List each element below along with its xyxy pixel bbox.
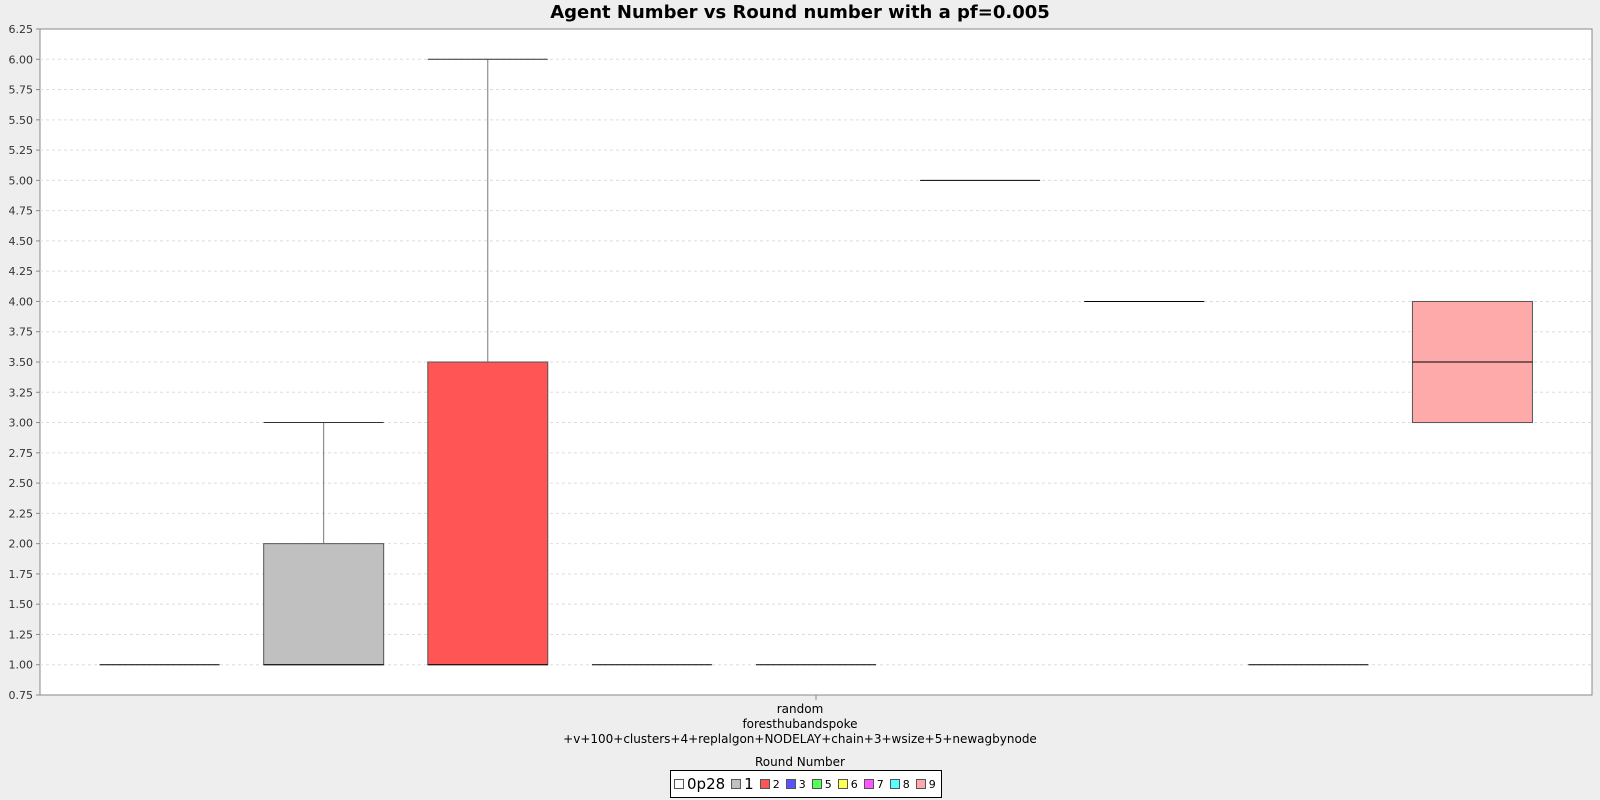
legend-item-9: 9: [915, 777, 936, 791]
legend-swatch: [837, 779, 848, 789]
legend-swatch: [811, 779, 822, 789]
legend-label: 9: [928, 777, 936, 791]
legend-item-2: 2: [759, 777, 780, 791]
legend-swatch: [731, 779, 742, 789]
category-label-line-1: random: [776, 702, 824, 716]
y-tick-label: 6.00: [9, 53, 34, 66]
legend-item-6: 6: [837, 777, 858, 791]
y-tick-label: 1.50: [9, 598, 34, 611]
box-series-1: [263, 422, 385, 666]
y-tick-label: 5.00: [9, 174, 34, 187]
legend-label: 7: [876, 777, 884, 791]
y-tick-label: 5.50: [9, 114, 34, 127]
legend-label: 8: [902, 777, 910, 791]
y-tick-label: 1.75: [9, 568, 34, 581]
legend-label: 2: [772, 777, 780, 791]
y-tick-label: 3.00: [9, 417, 34, 430]
y-tick-label: 4.50: [9, 235, 34, 248]
legend-item-8: 8: [889, 777, 910, 791]
chart-title: Agent Number vs Round number with a pf=0…: [550, 2, 1050, 23]
y-tick-label: 4.25: [9, 265, 34, 278]
legend-label: 5: [824, 777, 832, 791]
legend-item-0p28: 0p28: [674, 775, 725, 793]
box: [263, 543, 385, 666]
y-tick-label: 2.00: [9, 538, 34, 551]
category-label-line-2: foresthubandspoke: [742, 717, 858, 731]
y-tick-label: 4.75: [9, 205, 34, 218]
legend: 0p28 1 2 3 5 6 7 8 9: [670, 770, 942, 798]
y-tick-label: 3.50: [9, 356, 34, 369]
legend-swatch: [915, 779, 926, 789]
y-tick-label: 3.25: [9, 386, 34, 399]
grid-lines: [40, 58, 1592, 666]
y-tick-label: 1.25: [9, 628, 34, 641]
legend-item-1: 1: [731, 775, 754, 793]
legend-item-3: 3: [785, 777, 806, 791]
legend-swatch: [863, 779, 874, 789]
legend-item-7: 7: [863, 777, 884, 791]
box-series-9: [1411, 300, 1533, 424]
legend-title: Round Number: [755, 755, 845, 769]
legend-swatch: [759, 779, 770, 789]
legend-item-5: 5: [811, 777, 832, 791]
y-tick-label: 2.50: [9, 477, 34, 490]
y-axis-ticks: 0.75 1.00 1.25 1.50 1.75 2.00 2.25 2.50 2.75 3.00…: [9, 23, 40, 702]
legend-label: 0p28: [687, 775, 726, 793]
box-plots: [99, 58, 1533, 666]
y-tick-label: 5.25: [9, 144, 34, 157]
category-label-line-3: +v+100+clusters+4+replalgon+NODELAY+chai…: [563, 732, 1037, 746]
legend-swatch: [889, 779, 900, 789]
y-tick-label: 0.75: [9, 689, 34, 702]
box-series-2: [427, 58, 549, 666]
y-tick-label: 5.75: [9, 84, 34, 97]
legend-swatch: [674, 779, 684, 789]
legend-label: 1: [744, 775, 754, 793]
legend-swatch: [785, 779, 796, 789]
box: [427, 361, 549, 666]
y-tick-label: 2.25: [9, 507, 34, 520]
y-tick-label: 4.00: [9, 295, 34, 308]
y-tick-label: 2.75: [9, 447, 34, 460]
legend-label: 6: [850, 777, 858, 791]
y-tick-label: 3.75: [9, 326, 34, 339]
y-tick-label: 6.25: [9, 23, 34, 36]
y-tick-label: 1.00: [9, 659, 34, 672]
legend-label: 3: [798, 777, 806, 791]
